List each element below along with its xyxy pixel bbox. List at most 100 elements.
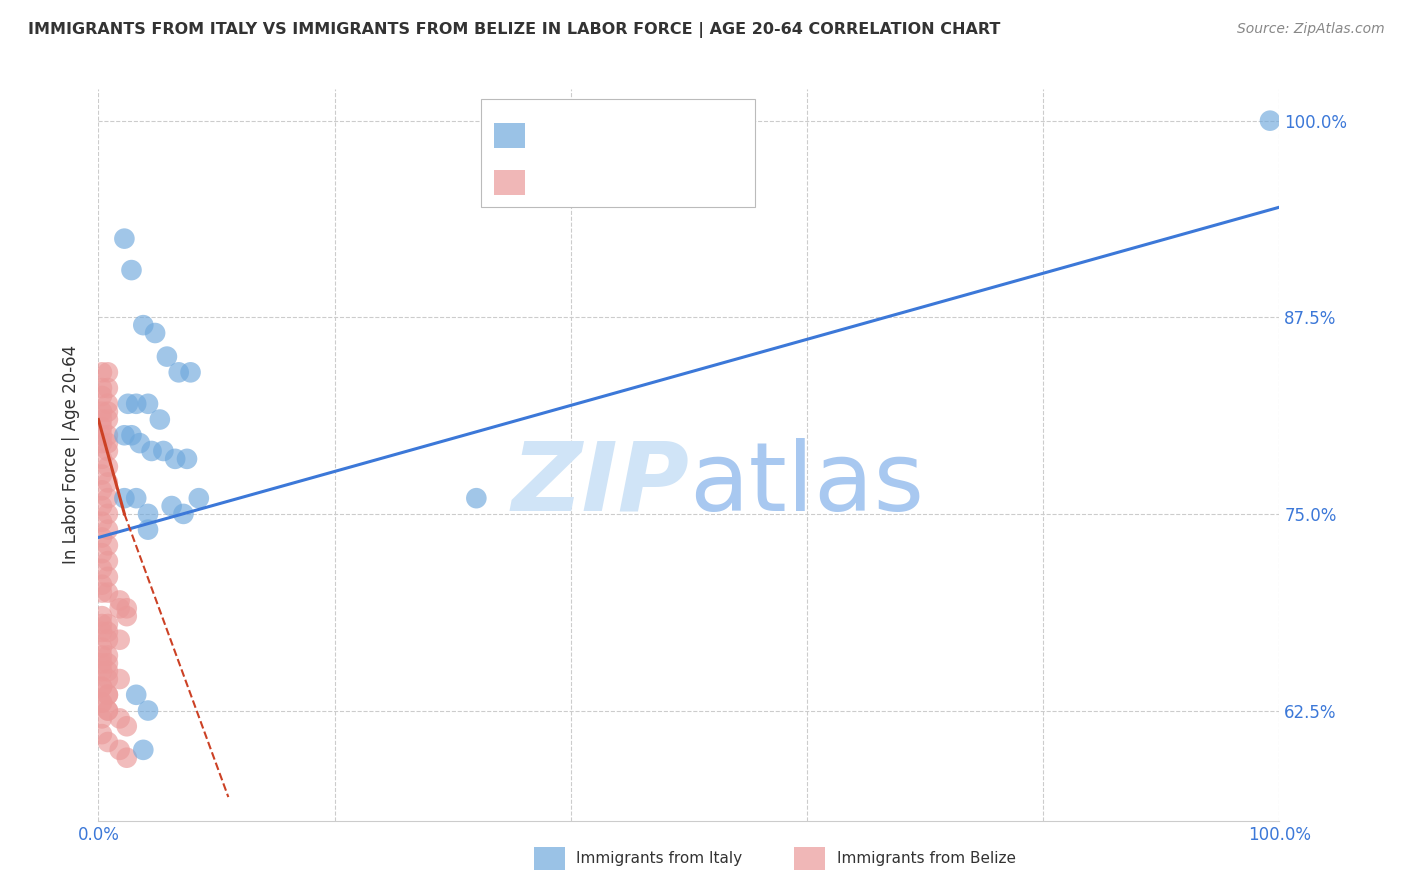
Text: IMMIGRANTS FROM ITALY VS IMMIGRANTS FROM BELIZE IN LABOR FORCE | AGE 20-64 CORRE: IMMIGRANTS FROM ITALY VS IMMIGRANTS FROM… (28, 22, 1001, 38)
Point (91, 451, 114, 466)
Point (91, 420, 114, 434)
Point (136, 523, 159, 537)
Point (149, 412, 172, 426)
Point (97, 554, 120, 568)
Point (97, 624, 120, 639)
Point (125, 688, 148, 702)
Point (91, 499, 114, 513)
Point (97, 507, 120, 521)
Point (160, 499, 183, 513)
Point (97, 381, 120, 395)
Point (97, 688, 120, 702)
Point (152, 444, 174, 458)
Point (112, 491, 135, 505)
Point (187, 491, 209, 505)
Point (97, 688, 120, 702)
Point (91, 664, 114, 678)
Point (91, 648, 114, 663)
Text: Immigrants from Belize: Immigrants from Belize (837, 851, 1015, 866)
Point (115, 750, 138, 764)
Point (91, 405, 114, 419)
Point (180, 365, 202, 379)
Text: N = 30: N = 30 (624, 127, 688, 145)
Point (156, 350, 179, 364)
Point (97, 428, 120, 442)
Point (97, 648, 120, 663)
Point (112, 428, 135, 442)
Point (91, 680, 114, 694)
Point (97, 664, 120, 678)
Point (108, 711, 131, 725)
Point (108, 672, 131, 686)
Point (172, 507, 194, 521)
Point (97, 538, 120, 552)
Point (97, 475, 120, 490)
Point (97, 570, 120, 584)
Point (97, 657, 120, 671)
Point (108, 632, 131, 647)
Point (97, 585, 120, 599)
Point (108, 601, 131, 615)
Text: R =  0.306: R = 0.306 (533, 127, 621, 145)
Point (97, 617, 120, 632)
Point (91, 365, 114, 379)
Point (91, 696, 114, 710)
Point (132, 318, 155, 333)
Point (97, 704, 120, 718)
Point (465, 491, 488, 505)
Point (97, 436, 120, 450)
Point (97, 523, 120, 537)
Point (91, 467, 114, 482)
Point (91, 428, 114, 442)
Point (91, 696, 114, 710)
Point (91, 531, 114, 545)
Point (143, 326, 166, 340)
Point (91, 640, 114, 655)
Point (91, 483, 114, 498)
Text: ZIP: ZIP (510, 438, 689, 531)
Point (91, 617, 114, 632)
Point (97, 632, 120, 647)
Point (97, 444, 120, 458)
Point (91, 585, 114, 599)
Text: N = 70: N = 70 (624, 173, 688, 191)
Point (115, 609, 138, 624)
Point (132, 743, 155, 757)
Point (136, 397, 159, 411)
Point (97, 672, 120, 686)
Text: R = -0.574: R = -0.574 (533, 173, 623, 191)
Point (97, 397, 120, 411)
Point (115, 719, 138, 733)
Point (167, 365, 190, 379)
Point (91, 577, 114, 591)
Point (97, 491, 120, 505)
Point (97, 735, 120, 749)
Point (125, 491, 148, 505)
Text: atlas: atlas (689, 438, 924, 531)
Point (91, 657, 114, 671)
Point (121, 263, 143, 277)
Point (91, 562, 114, 576)
Y-axis label: In Labor Force | Age 20-64: In Labor Force | Age 20-64 (62, 345, 80, 565)
Point (108, 593, 131, 607)
Point (91, 609, 114, 624)
Point (165, 451, 187, 466)
Point (117, 397, 139, 411)
Point (97, 405, 120, 419)
Point (91, 711, 114, 725)
Point (91, 624, 114, 639)
Point (97, 704, 120, 718)
Point (91, 412, 114, 426)
Point (1258, 113, 1281, 128)
Point (115, 601, 138, 615)
Point (136, 704, 159, 718)
Point (136, 507, 159, 521)
Point (91, 381, 114, 395)
Point (91, 389, 114, 403)
Point (91, 680, 114, 694)
Point (91, 436, 114, 450)
Point (112, 232, 135, 246)
Text: Immigrants from Italy: Immigrants from Italy (576, 851, 742, 866)
Point (108, 743, 131, 757)
Point (97, 365, 120, 379)
